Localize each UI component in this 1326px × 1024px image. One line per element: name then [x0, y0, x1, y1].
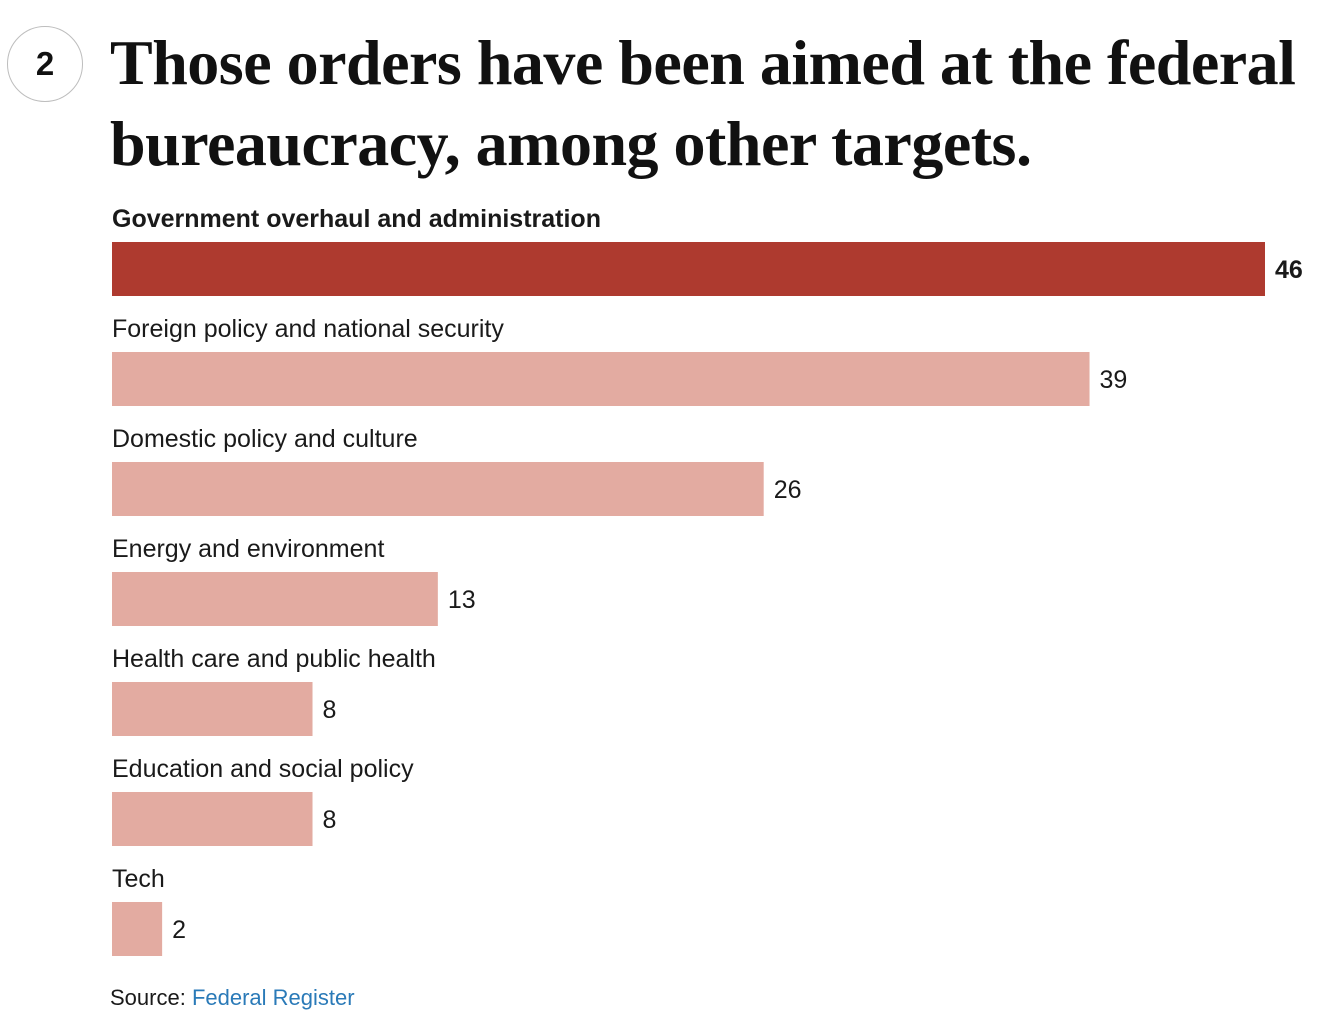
- chart-headline: Those orders have been aimed at the fede…: [110, 27, 1296, 179]
- category-label: Energy and environment: [112, 535, 384, 563]
- bar-value-label: 46: [1275, 256, 1303, 284]
- category-label: Foreign policy and national security: [112, 315, 504, 343]
- bar-value-label: 2: [172, 916, 186, 944]
- bar: [112, 682, 313, 736]
- bar-value-label: 13: [448, 586, 476, 614]
- step-number-badge: 2: [7, 26, 83, 102]
- bar: [112, 902, 163, 956]
- bar: [112, 572, 438, 626]
- source-note: Source: Federal Register: [110, 985, 355, 1011]
- bar-value-label: 8: [323, 806, 337, 834]
- bar-value-label: 8: [323, 696, 337, 724]
- bar-highlighted: [112, 242, 1265, 296]
- bar: [112, 462, 764, 516]
- bar-value-label: 26: [774, 476, 802, 504]
- source-label: Source:: [110, 985, 192, 1010]
- category-label: Tech: [112, 865, 165, 893]
- bar-value-label: 39: [1100, 366, 1128, 394]
- source-link[interactable]: Federal Register: [191, 985, 355, 1010]
- category-label: Health care and public health: [112, 645, 436, 673]
- category-label: Education and social policy: [112, 755, 414, 783]
- category-label: Government overhaul and administration: [112, 205, 601, 233]
- category-label: Domestic policy and culture: [112, 425, 418, 453]
- bar: [112, 352, 1090, 406]
- bar: [112, 792, 313, 846]
